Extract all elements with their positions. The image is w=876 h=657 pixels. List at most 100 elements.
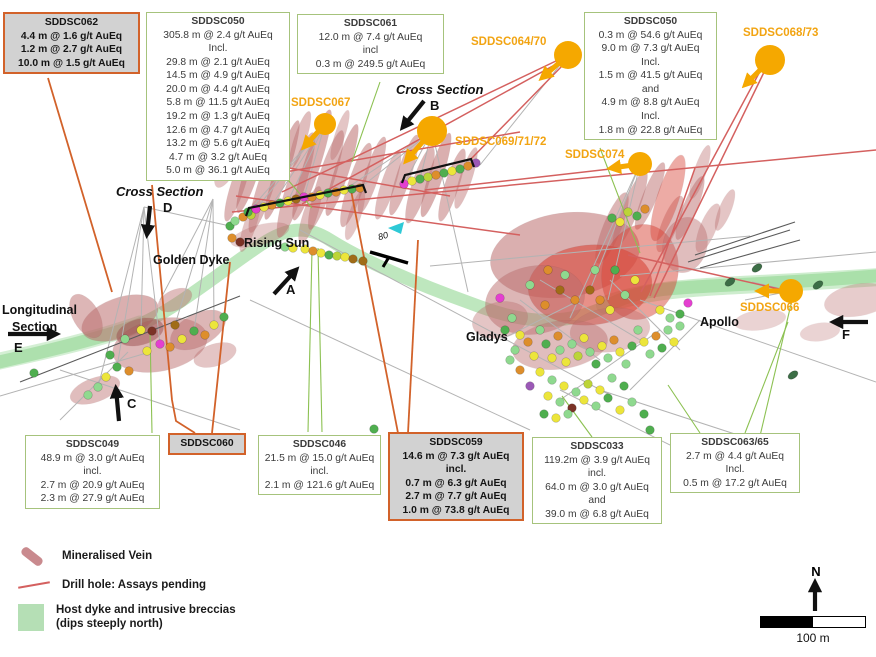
legend-label-host-dyke-line1: Host dyke and intrusive breccias bbox=[56, 604, 236, 616]
drill-collar-dot bbox=[547, 375, 557, 385]
drill-collar-dot bbox=[540, 300, 550, 310]
drill-collar-dot bbox=[567, 339, 577, 349]
drill-collar-dot bbox=[105, 350, 115, 360]
drill-collar-dot bbox=[500, 325, 510, 335]
legend-label-host-dyke-line2: (dips steeply north) bbox=[56, 618, 163, 631]
drill-collar-dot bbox=[645, 425, 655, 435]
assay-interval: 5.0 m @ 36.1 g/t AuEq bbox=[166, 165, 270, 177]
callout-title: SDDSC062 bbox=[44, 17, 99, 28]
drill-collar-dot bbox=[547, 353, 557, 363]
dip-tick bbox=[381, 256, 391, 268]
drill-collar-dot bbox=[539, 409, 549, 419]
assay-interval: 305.8 m @ 2.4 g/t AuEq bbox=[163, 29, 273, 41]
assay-interval: 39.0 m @ 6.8 g/t AuEq bbox=[545, 508, 649, 520]
drill-collar-dot bbox=[431, 170, 441, 180]
drill-collar-dot bbox=[101, 372, 111, 382]
cyan-marker bbox=[388, 222, 404, 234]
orange-leader-line-layer bbox=[47, 77, 419, 434]
drill-collar-dot bbox=[579, 395, 589, 405]
assay-interval: Incl. bbox=[641, 111, 660, 123]
assay-interval: 0.7 m @ 6.3 g/t AuEq bbox=[405, 477, 507, 489]
drill-collar-dot bbox=[573, 351, 583, 361]
drill-trace-line bbox=[193, 198, 214, 332]
direction-arrow bbox=[109, 384, 124, 422]
drill-collar-dot bbox=[639, 409, 649, 419]
drill-collar-dot bbox=[579, 333, 589, 343]
callout-SDDSC050: SDDSC050 305.8 m @ 2.4 g/t AuEq Incl. 29.8 … bbox=[146, 12, 290, 181]
drill-trace-line bbox=[479, 54, 569, 166]
drill-collar-dot bbox=[583, 379, 593, 389]
drill-collar-dot bbox=[340, 252, 350, 262]
callout-SDDSC050: SDDSC050 0.3 m @ 54.6 g/t AuEq 9.0 m @ 7.3… bbox=[584, 12, 717, 141]
direction-arrow bbox=[140, 205, 156, 239]
assay-interval: incl. bbox=[587, 468, 607, 480]
drill-collar-dot bbox=[555, 397, 565, 407]
drill-collar-dot bbox=[308, 246, 318, 256]
hole-label-SDDSC06873: SDDSC068/73 bbox=[743, 27, 819, 39]
drill-trace-line bbox=[359, 130, 433, 189]
drill-trace-line bbox=[303, 123, 326, 198]
assay-interval: 2.7 m @ 4.4 g/t AuEq bbox=[685, 450, 785, 462]
drill-collar-dot bbox=[657, 343, 667, 353]
drill-collar-dot bbox=[633, 325, 643, 335]
assay-interval: 4.9 m @ 8.8 g/t AuEq bbox=[601, 97, 700, 109]
host-dyke-swatch-icon bbox=[18, 603, 44, 631]
drill-collar-dot bbox=[369, 424, 379, 434]
mineralised-vein-shape bbox=[157, 287, 193, 313]
assay-interval: 12.6 m @ 4.7 g/t AuEq bbox=[166, 124, 270, 136]
assay-interval: incl. bbox=[445, 464, 467, 476]
drillhole-collar-symbol bbox=[554, 41, 582, 69]
map-label-a: A bbox=[286, 282, 296, 297]
drill-collar-dot bbox=[177, 334, 187, 344]
assay-interval: 12.0 m @ 7.4 g/t AuEq bbox=[318, 31, 423, 43]
drill-collar-dot bbox=[621, 359, 631, 369]
drill-collar-dot bbox=[560, 270, 570, 280]
drill-collar-dot bbox=[615, 405, 625, 415]
callout-SDDSC06365: SDDSC063/65 2.7 m @ 4.4 g/t AuEq Incl. 0.5 … bbox=[670, 433, 800, 494]
assay-interval: 5.8 m @ 11.5 g/t AuEq bbox=[166, 97, 270, 109]
map-label-section: Section bbox=[12, 320, 58, 334]
drill-collar-dot bbox=[675, 321, 685, 331]
map-label-c: C bbox=[127, 396, 137, 411]
orange-leader-line bbox=[407, 239, 419, 434]
green-leader-line bbox=[307, 249, 313, 433]
drillhole-collar-symbol bbox=[755, 45, 785, 75]
drill-collar-dot bbox=[627, 397, 637, 407]
scale-label: 100 m bbox=[796, 631, 830, 645]
drill-collar-dot bbox=[663, 325, 673, 335]
orange-leader-line bbox=[349, 184, 399, 434]
drill-collar-dot bbox=[591, 401, 601, 411]
drill-collar-dot bbox=[415, 174, 425, 184]
orange-leader-line bbox=[151, 184, 196, 434]
green-leader-line bbox=[744, 321, 789, 434]
drill-collar-dot bbox=[610, 265, 620, 275]
drill-collar-dot bbox=[607, 213, 617, 223]
assay-interval: incl bbox=[362, 45, 379, 57]
drill-collar-dot bbox=[525, 381, 535, 391]
assay-interval: and bbox=[588, 495, 606, 507]
drill-collar-dot bbox=[170, 320, 180, 330]
structural-marks-layer bbox=[244, 157, 476, 268]
drill-collar-dot bbox=[136, 325, 146, 335]
mineralised-vein-shape bbox=[733, 309, 787, 331]
assays-pending-drillhole-line bbox=[640, 63, 765, 293]
drill-collar-dot bbox=[93, 382, 103, 392]
drill-collar-dot bbox=[619, 381, 629, 391]
hole-label-SDDSC0697172: SDDSC069/71/72 bbox=[455, 136, 547, 148]
assay-interval: 4.7 m @ 3.2 g/t AuEq bbox=[168, 151, 268, 163]
drill-collar-dot bbox=[525, 280, 535, 290]
drill-collar-dot bbox=[651, 331, 661, 341]
drill-collar-dot bbox=[555, 345, 565, 355]
drill-trace-line-dark bbox=[699, 239, 801, 269]
assay-interval: Incl. bbox=[725, 464, 745, 476]
drill-collar-dot bbox=[603, 353, 613, 363]
drill-collar-dot bbox=[358, 256, 368, 266]
direction-arrow bbox=[272, 266, 300, 296]
drill-collar-dot bbox=[609, 335, 619, 345]
legend-label-mineralised-vein: Mineralised Vein bbox=[62, 550, 153, 563]
assay-interval: 1.2 m @ 2.7 g/t AuEq bbox=[20, 44, 123, 56]
assays-pending-drillhole-line bbox=[424, 166, 629, 191]
mineralised-vein-shape bbox=[714, 189, 736, 231]
assay-interval: 20.0 m @ 4.4 g/t AuEq bbox=[166, 83, 270, 95]
